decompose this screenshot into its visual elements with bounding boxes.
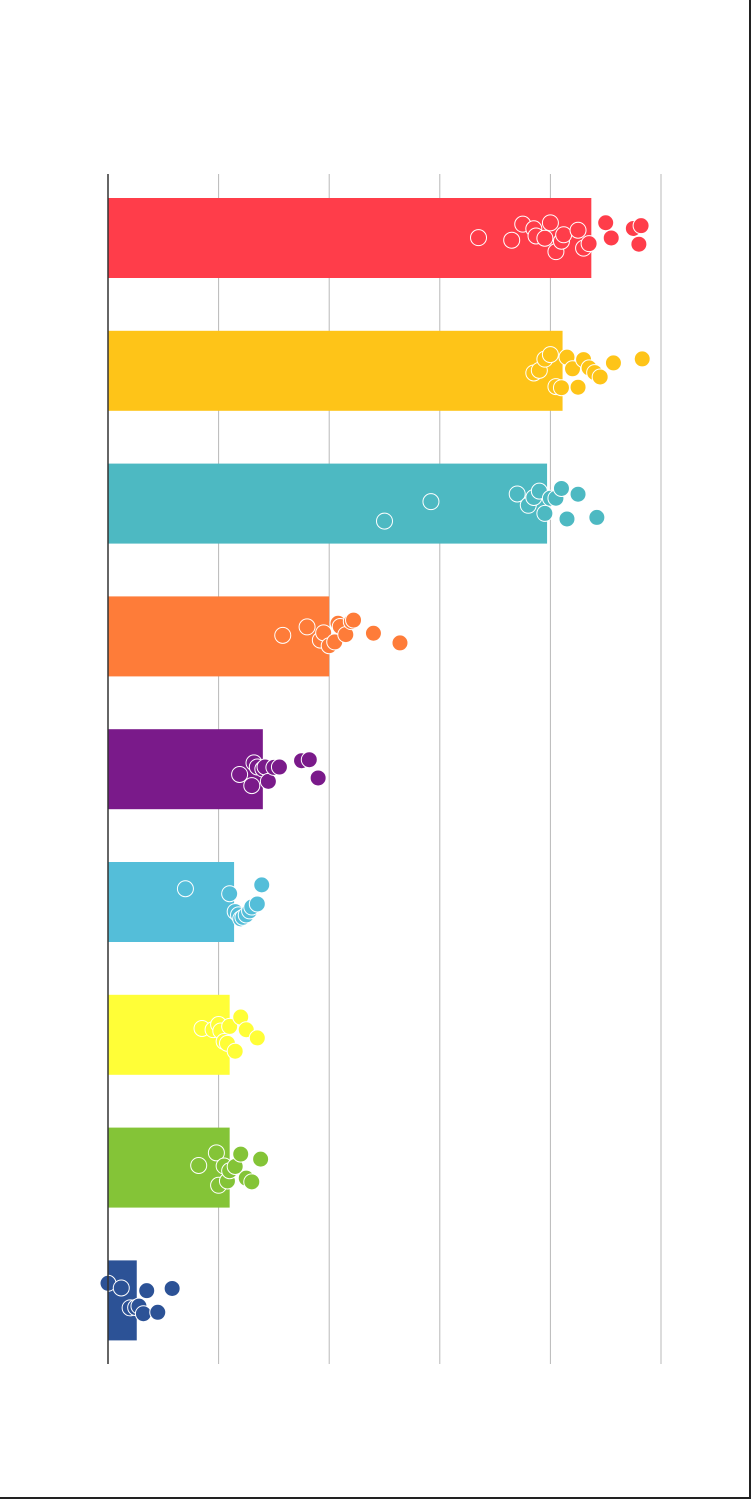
data-point <box>391 634 409 652</box>
data-point <box>243 1173 261 1191</box>
data-point <box>503 231 521 249</box>
data-point <box>602 229 620 247</box>
data-point <box>190 1156 208 1174</box>
data-point <box>309 769 327 787</box>
data-point <box>569 485 587 503</box>
data-point <box>232 1145 250 1163</box>
data-point <box>226 1042 244 1060</box>
data-point <box>422 493 440 511</box>
bar <box>108 330 563 411</box>
data-point <box>112 1279 130 1297</box>
bar <box>108 1127 230 1208</box>
point-layer <box>99 214 651 1323</box>
data-point <box>604 354 622 372</box>
data-point <box>253 876 271 894</box>
data-point <box>569 221 587 239</box>
chart-border-bottom <box>0 1497 751 1499</box>
data-point <box>207 1144 225 1162</box>
data-point <box>221 1017 239 1035</box>
bar <box>108 596 330 677</box>
data-point <box>552 479 570 497</box>
data-point <box>149 1303 167 1321</box>
bar <box>108 463 548 544</box>
data-point <box>270 758 288 776</box>
data-point <box>231 765 249 783</box>
data-point <box>508 485 526 503</box>
data-point <box>163 1279 181 1297</box>
data-point <box>591 368 609 386</box>
data-point <box>134 1305 152 1323</box>
data-point <box>588 508 606 526</box>
data-point <box>569 378 587 396</box>
data-point <box>376 512 393 530</box>
data-point <box>632 217 650 235</box>
data-point <box>138 1282 156 1300</box>
data-point <box>248 1029 266 1047</box>
data-point <box>564 360 582 378</box>
data-point <box>555 226 573 244</box>
data-point <box>364 624 382 642</box>
data-point <box>243 777 261 795</box>
data-point <box>274 626 292 644</box>
data-point <box>558 510 576 528</box>
data-point <box>536 229 554 247</box>
data-point <box>221 885 239 903</box>
data-point <box>176 880 194 898</box>
bar <box>108 862 235 942</box>
data-point <box>597 214 615 232</box>
data-point <box>580 235 598 253</box>
data-point <box>630 235 648 253</box>
data-point <box>298 618 316 636</box>
data-point <box>300 751 318 769</box>
data-point <box>252 1150 270 1168</box>
bar-layer <box>108 198 592 1341</box>
data-point <box>552 379 570 397</box>
data-point <box>633 350 651 368</box>
data-point <box>345 611 363 629</box>
data-point <box>248 895 266 913</box>
data-point <box>541 214 559 232</box>
data-point <box>536 504 554 522</box>
chart-border-right <box>749 0 751 1499</box>
data-point <box>541 346 559 364</box>
data-point <box>470 229 488 247</box>
